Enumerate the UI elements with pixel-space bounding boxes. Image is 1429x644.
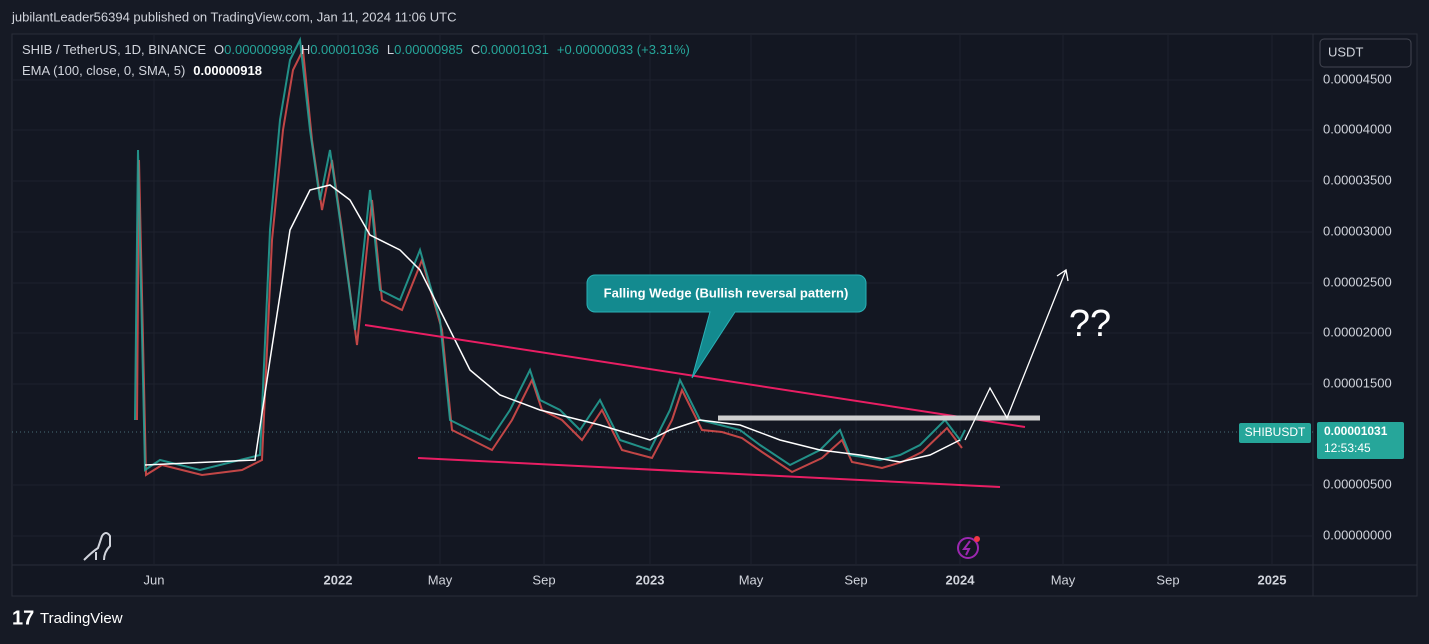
time-tick-label: May bbox=[1051, 572, 1076, 587]
arrow-head bbox=[1056, 268, 1069, 282]
currency-label[interactable]: USDT bbox=[1328, 44, 1363, 59]
price-tick-label: 0.00000000 bbox=[1323, 527, 1392, 542]
time-tick-label: 2025 bbox=[1258, 572, 1287, 587]
indicator-name: EMA (100, close, 0, SMA, 5) bbox=[22, 63, 185, 78]
price-tag bbox=[1317, 422, 1404, 459]
ohlc-label: H bbox=[301, 42, 310, 57]
projection-arrow bbox=[964, 269, 1067, 441]
price-candles-up bbox=[134, 36, 966, 472]
time-tick-label: 2022 bbox=[324, 572, 353, 587]
price-tick-label: 0.00000500 bbox=[1323, 476, 1392, 491]
currency-button[interactable] bbox=[1319, 38, 1412, 68]
price-tick-label: 0.00002000 bbox=[1323, 324, 1392, 339]
price-candles-down bbox=[136, 46, 963, 477]
symbol-tag-text: SHIBUSDT bbox=[1245, 425, 1306, 439]
logo-mark: 17 bbox=[12, 607, 34, 629]
ohlc-label: C bbox=[471, 42, 480, 57]
time-tick-label: May bbox=[428, 572, 453, 587]
callout-box bbox=[586, 274, 867, 379]
legend-indicator: EMA (100, close, 0, SMA, 5) 0.00000918 bbox=[22, 63, 262, 78]
callout-text: Falling Wedge (Bullish reversal pattern) bbox=[604, 285, 849, 300]
time-tick-label: Sep bbox=[1156, 572, 1179, 587]
time-tick-label: Sep bbox=[844, 572, 867, 587]
wedge-lower bbox=[417, 457, 1001, 488]
legend-change: +0.00000033 (+3.31%) bbox=[557, 42, 690, 57]
time-tick-label: May bbox=[739, 572, 764, 587]
brand: TradingView bbox=[40, 610, 123, 627]
ohlc-value: 0.00001031 bbox=[480, 42, 549, 57]
bolt bbox=[962, 540, 971, 556]
price-tick-label: 0.00004500 bbox=[1323, 71, 1392, 86]
indicator-value: 0.00000918 bbox=[193, 63, 262, 78]
price-tick-label: 0.00002500 bbox=[1323, 274, 1392, 289]
price-tag-countdown: 12:53:45 bbox=[1324, 441, 1371, 455]
dino-icon[interactable] bbox=[83, 532, 111, 561]
event-dot bbox=[974, 536, 980, 542]
legend-symbol: SHIB / TetherUS, 1D, BINANCE bbox=[22, 42, 206, 57]
publisher: jubilantLeader56394 published on Trading… bbox=[11, 9, 456, 24]
event-icon[interactable] bbox=[957, 537, 979, 559]
question-marks: ?? bbox=[1069, 303, 1111, 345]
ohlc-label: L bbox=[387, 42, 394, 57]
time-tick-label: Jun bbox=[144, 572, 165, 587]
price-tick-label: 0.00004000 bbox=[1323, 121, 1392, 136]
ema-line bbox=[144, 184, 961, 466]
price-tick-label: 0.00003000 bbox=[1323, 223, 1392, 238]
legend-ohlc: SHIB / TetherUS, 1D, BINANCE O0.00000998 H… bbox=[22, 42, 690, 57]
wedge-upper bbox=[364, 324, 1026, 428]
ohlc-value: 0.00001036 bbox=[310, 42, 379, 57]
price-tick-label: 0.00003500 bbox=[1323, 172, 1392, 187]
symbol-tag bbox=[1239, 423, 1311, 443]
ohlc-value: 0.00000985 bbox=[394, 42, 463, 57]
price-tag-price: 0.00001031 bbox=[1324, 424, 1388, 438]
time-tick-label: Sep bbox=[532, 572, 555, 587]
time-tick-label: 2023 bbox=[636, 572, 665, 587]
time-tick-label: 2024 bbox=[946, 572, 976, 587]
price-tick-label: 0.00001500 bbox=[1323, 375, 1392, 390]
ohlc-label: O bbox=[214, 42, 224, 57]
ohlc-value: 0.00000998 bbox=[224, 42, 293, 57]
